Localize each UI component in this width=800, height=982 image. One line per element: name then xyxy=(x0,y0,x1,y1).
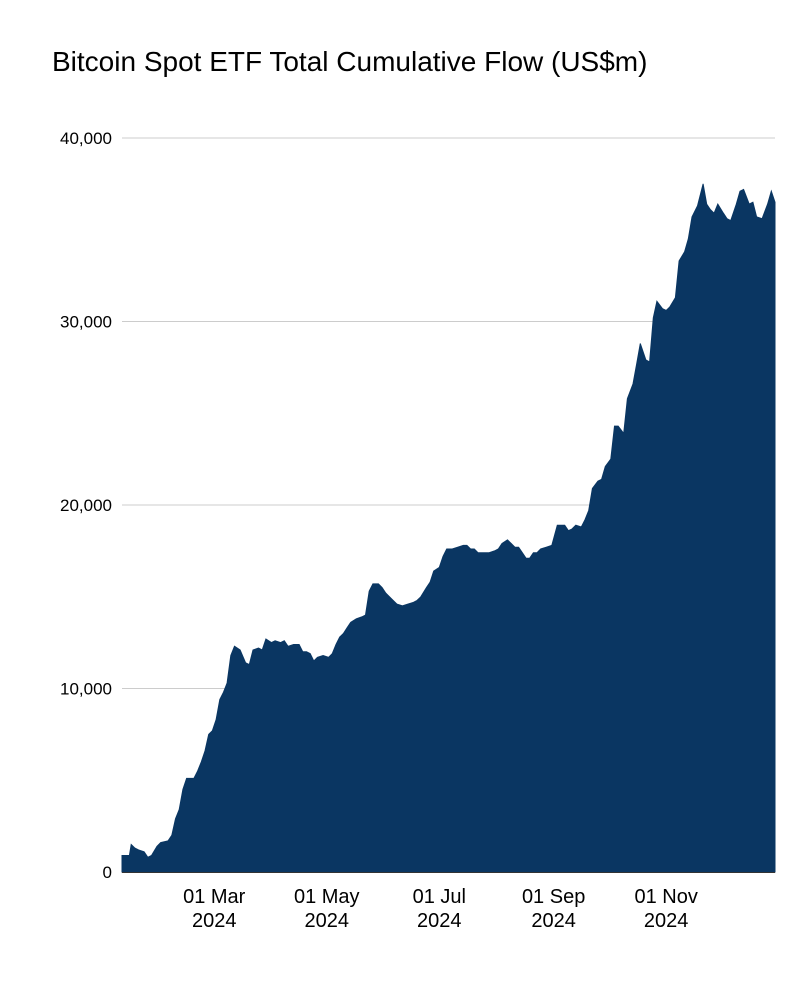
x-tick-label-year: 2024 xyxy=(417,910,462,932)
x-tick-label-year: 2024 xyxy=(531,910,576,932)
y-tick-label: 10,000 xyxy=(60,680,112,699)
x-tick-label-month: 01 May xyxy=(294,886,360,908)
x-tick-label-month: 01 Nov xyxy=(634,886,697,908)
area-series xyxy=(121,183,776,873)
x-tick-label-month: 01 Mar xyxy=(183,886,246,908)
y-tick-label: 0 xyxy=(103,863,112,882)
y-tick-label: 30,000 xyxy=(60,313,112,332)
x-tick-label-year: 2024 xyxy=(192,910,237,932)
x-tick-label-month: 01 Jul xyxy=(413,886,466,908)
y-tick-label: 20,000 xyxy=(60,496,112,515)
y-axis-labels: 0 10,000 20,000 30,000 40,000 xyxy=(60,129,112,882)
x-tick-label-year: 2024 xyxy=(644,910,689,932)
y-tick-label: 40,000 xyxy=(60,129,112,148)
area-series-fill xyxy=(121,183,776,873)
x-tick-label-month: 01 Sep xyxy=(522,886,585,908)
chart-title: Bitcoin Spot ETF Total Cumulative Flow (… xyxy=(52,46,648,77)
x-tick-label-year: 2024 xyxy=(305,910,350,932)
